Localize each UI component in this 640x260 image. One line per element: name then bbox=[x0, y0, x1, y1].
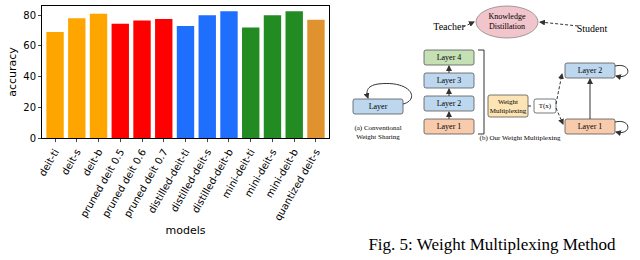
svg-text:Layer 2: Layer 2 bbox=[437, 99, 462, 108]
svg-text:distilled-deit-b: distilled-deit-b bbox=[190, 147, 235, 215]
svg-text:Weight Sharing: Weight Sharing bbox=[356, 133, 400, 141]
svg-text:T(x): T(x) bbox=[539, 102, 552, 110]
svg-text:Fig. 5: Weight Multiplexing Me: Fig. 5: Weight Multiplexing Method bbox=[368, 235, 616, 254]
svg-text:Layer 1: Layer 1 bbox=[437, 122, 462, 131]
svg-text:deit-s: deit-s bbox=[59, 147, 83, 177]
svg-text:Layer: Layer bbox=[369, 102, 388, 111]
svg-text:Multiplexing: Multiplexing bbox=[490, 107, 527, 115]
svg-text:0: 0 bbox=[30, 133, 36, 144]
svg-text:Knowledge: Knowledge bbox=[489, 12, 526, 21]
svg-text:accuracy: accuracy bbox=[6, 47, 19, 97]
svg-text:60: 60 bbox=[23, 40, 36, 51]
svg-text:mini-deit-b: mini-deit-b bbox=[264, 147, 301, 200]
svg-text:Weight: Weight bbox=[498, 98, 518, 106]
svg-text:pruned deit 0.6: pruned deit 0.6 bbox=[100, 147, 148, 219]
svg-text:models: models bbox=[166, 224, 206, 237]
svg-text:Layer 4: Layer 4 bbox=[437, 53, 462, 62]
svg-text:Teacher: Teacher bbox=[433, 21, 465, 32]
svg-text:pruned deit 0.7: pruned deit 0.7 bbox=[122, 147, 170, 219]
svg-text:(b) Our Weight Multiplexing: (b) Our Weight Multiplexing bbox=[480, 134, 561, 142]
svg-text:Layer 1: Layer 1 bbox=[578, 122, 603, 131]
svg-text:Layer 2: Layer 2 bbox=[578, 66, 603, 75]
svg-text:quantized deit-s: quantized deit-s bbox=[272, 147, 322, 222]
svg-text:deit-ti: deit-ti bbox=[37, 147, 61, 178]
svg-text:distilled-deit-ti: distilled-deit-ti bbox=[146, 147, 192, 215]
svg-text:deit-b: deit-b bbox=[80, 147, 104, 178]
svg-text:pruned deit 0.5: pruned deit 0.5 bbox=[78, 147, 126, 219]
svg-text:80: 80 bbox=[23, 10, 36, 21]
svg-text:mini-deit-s: mini-deit-s bbox=[242, 147, 278, 199]
svg-text:Layer 3: Layer 3 bbox=[437, 76, 462, 85]
svg-text:Student: Student bbox=[577, 23, 608, 34]
svg-text:20: 20 bbox=[23, 102, 36, 113]
svg-text:Distillation: Distillation bbox=[489, 22, 525, 31]
svg-text:(a) Conventional: (a) Conventional bbox=[354, 124, 401, 132]
svg-text:40: 40 bbox=[23, 71, 36, 82]
svg-text:distilled-deit-s: distilled-deit-s bbox=[168, 147, 213, 214]
svg-text:mini-deit-ti: mini-deit-ti bbox=[220, 147, 257, 200]
